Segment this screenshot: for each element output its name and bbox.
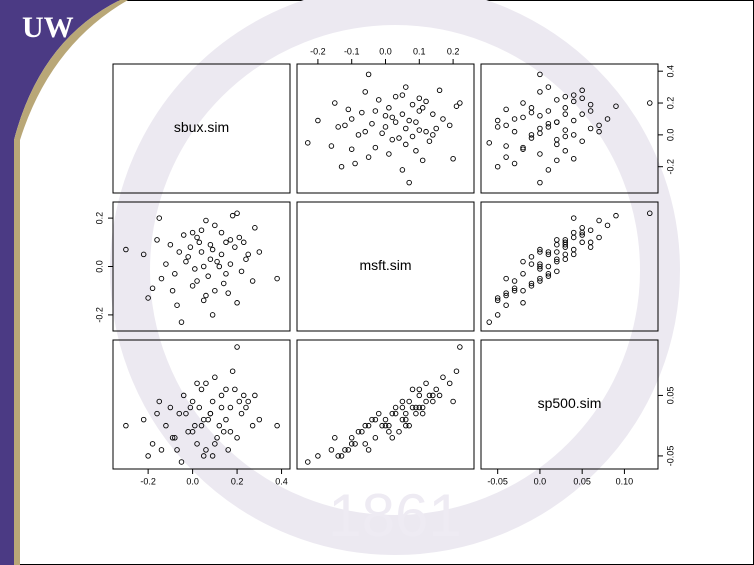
x-tick-label: 0.4 xyxy=(275,476,288,486)
variable-name: sp500.sim xyxy=(538,395,602,411)
x-tick-label: -0.2 xyxy=(310,46,326,56)
y-tick-label: 0.05 xyxy=(665,387,675,405)
variable-name: sbux.sim xyxy=(174,119,229,135)
y-tick-label: 0.2 xyxy=(94,212,104,225)
x-tick-label: 0.2 xyxy=(447,46,460,56)
y-tick-label: -0.2 xyxy=(665,159,675,175)
x-tick-label: 0.0 xyxy=(186,476,199,486)
logo: UW xyxy=(22,11,74,44)
x-tick-label: 0.0 xyxy=(534,476,547,486)
x-tick-label: -0.1 xyxy=(344,46,360,56)
y-tick-label: -0.2 xyxy=(94,307,104,323)
x-tick-label: 0.2 xyxy=(231,476,244,486)
x-tick-label: 0.1 xyxy=(413,46,426,56)
y-tick-label: 0.0 xyxy=(94,260,104,273)
x-tick-label: 0.0 xyxy=(379,46,392,56)
slide: UW 1861 sbux.sim msft.sim sp500.sim -0.2 0.0… xyxy=(0,0,754,565)
y-tick-label: 0.2 xyxy=(665,97,675,110)
x-tick-label: 0.10 xyxy=(616,476,634,486)
x-tick-label: 0.05 xyxy=(573,476,591,486)
seal-year: 1861 xyxy=(328,482,461,549)
y-tick-label: 0.4 xyxy=(665,65,675,78)
x-tick-label: -0.2 xyxy=(140,476,156,486)
x-tick-label: -0.05 xyxy=(487,476,508,486)
y-tick-label: 0.0 xyxy=(665,129,675,142)
y-tick-label: -0.05 xyxy=(665,446,675,467)
variable-name: msft.sim xyxy=(359,257,411,273)
